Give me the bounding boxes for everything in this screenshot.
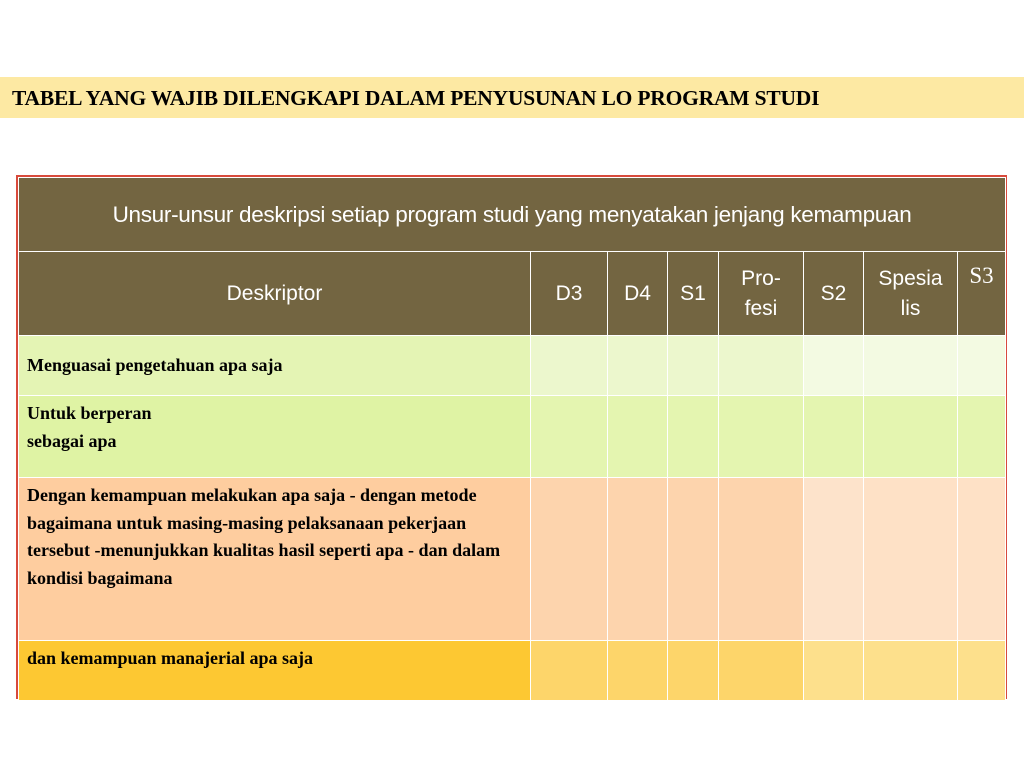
col-header-profesi-line2: fesi [744,296,778,320]
col-header-profesi-line1: Pro- [741,266,781,290]
table-cell [803,335,864,396]
col-header-s2: S2 [803,251,864,336]
col-header-d3: D3 [530,251,608,336]
table-row: dan kemampuan manajerial apa saja [18,640,1007,701]
row-descriptor-manajerial: dan kemampuan manajerial apa saja [18,640,531,701]
table-cell [718,640,804,701]
table-cell [530,335,608,396]
lo-table-container: Unsur-unsur deskripsi setiap program stu… [16,175,1007,701]
table-cell [863,477,958,641]
table-cell [718,395,804,478]
row-descriptor-pengetahuan: Menguasai pengetahuan apa saja [18,335,531,396]
table-row: Menguasai pengetahuan apa saja [18,335,1007,396]
col-header-d4: D4 [607,251,668,336]
table-cell [718,477,804,641]
table-cell [863,395,958,478]
table-cell [803,640,864,701]
lo-table: Unsur-unsur deskripsi setiap program stu… [17,177,1007,701]
row-descriptor-berperan-line2: sebagai apa [27,430,117,451]
table-row: Dengan kemampuan melakukan apa saja - de… [18,477,1007,641]
page-title: TABEL YANG WAJIB DILENGKAPI DALAM PENYUS… [12,86,820,110]
table-cell [956,477,1007,641]
table-cell [607,640,668,701]
table-cell [607,335,668,396]
table-cell [863,640,958,701]
table-cell [718,335,804,396]
table-row: Untuk berperan sebagai apa [18,395,1007,478]
col-header-spesialis-line2: lis [900,296,921,320]
table-cell [607,395,668,478]
col-header-spesialis: Spesia lis [863,251,958,336]
table-cell [530,640,608,701]
col-header-spesialis-line1: Spesia [878,266,943,290]
table-cell [956,335,1007,396]
table-cell [607,477,668,641]
table-cell [667,335,719,396]
title-banner [0,77,1024,118]
col-header-deskriptor: Deskriptor [18,251,531,336]
table-title: Unsur-unsur deskripsi setiap program stu… [17,177,1007,252]
table-cell [530,477,608,641]
col-header-s3: S3 [956,251,1007,336]
table-cell [667,640,719,701]
table-cell [863,335,958,396]
row-descriptor-berperan: Untuk berperan sebagai apa [18,395,531,478]
table-cell [956,640,1007,701]
table-cell [956,395,1007,478]
table-cell [803,395,864,478]
table-cell [667,477,719,641]
col-header-s1: S1 [667,251,719,336]
table-cell [803,477,864,641]
col-header-profesi: Pro- fesi [718,251,804,336]
table-cell [530,395,608,478]
row-descriptor-kemampuan: Dengan kemampuan melakukan apa saja - de… [18,477,531,641]
table-cell [667,395,719,478]
row-descriptor-berperan-line1: Untuk berperan [27,403,152,423]
